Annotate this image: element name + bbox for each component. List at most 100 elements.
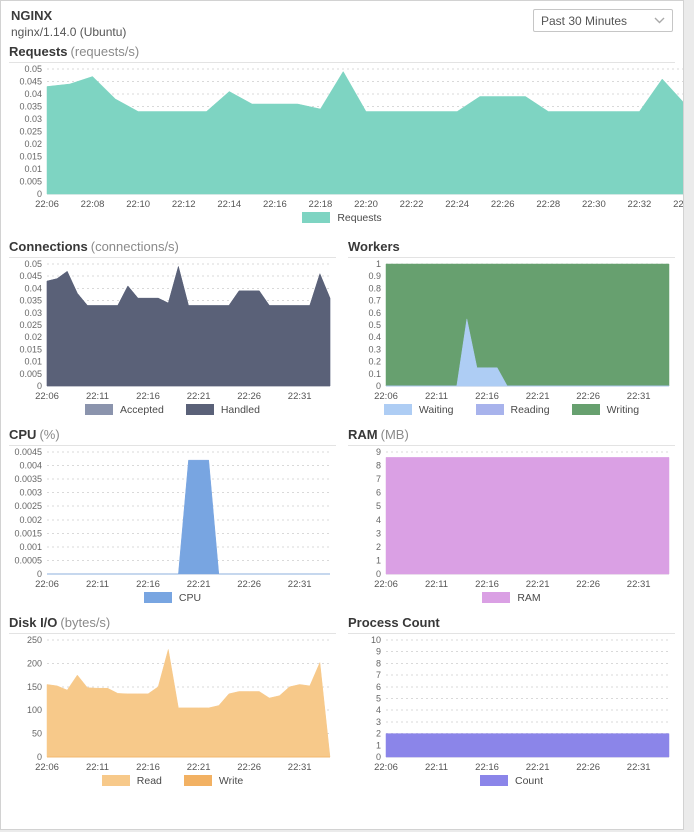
- svg-text:0.0045: 0.0045: [14, 447, 42, 457]
- svg-text:22:16: 22:16: [136, 391, 160, 402]
- svg-text:2: 2: [376, 728, 381, 738]
- svg-text:6: 6: [376, 488, 381, 498]
- svg-text:0.05: 0.05: [24, 259, 42, 269]
- svg-text:0.015: 0.015: [19, 344, 42, 354]
- svg-text:0.045: 0.045: [19, 76, 42, 86]
- series-ram: [385, 457, 670, 575]
- connections-chart: Connections (connections/s) 0.05 0.045 0.04 0…: [9, 237, 336, 416]
- svg-text:0.02: 0.02: [24, 139, 42, 149]
- svg-text:10: 10: [371, 635, 381, 645]
- svg-text:1: 1: [376, 259, 381, 269]
- svg-text:0.9: 0.9: [368, 271, 381, 281]
- svg-text:6: 6: [376, 682, 381, 692]
- svg-text:7: 7: [376, 474, 381, 484]
- svg-text:0.0025: 0.0025: [14, 501, 42, 511]
- svg-text:0.02: 0.02: [24, 332, 42, 342]
- svg-text:4: 4: [376, 515, 381, 525]
- svg-text:22:16: 22:16: [475, 391, 499, 402]
- svg-text:9: 9: [376, 447, 381, 457]
- legend-count: Count: [479, 775, 543, 787]
- svg-text:22:06: 22:06: [374, 391, 398, 402]
- svg-text:22:31: 22:31: [627, 762, 651, 773]
- chart-unit-text: (MB): [380, 426, 409, 442]
- svg-text:22:21: 22:21: [526, 579, 550, 590]
- header-titles: NGINX nginx/1.14.0 (Ubuntu): [11, 8, 126, 39]
- svg-text:22:06: 22:06: [374, 762, 398, 773]
- chart-title: RAM (MB): [348, 425, 675, 446]
- svg-text:22:16: 22:16: [475, 579, 499, 590]
- cpu-chart: CPU (%) 0.0045 0.004 0.0035 0.003 0.0025 0.002 0…: [9, 425, 336, 604]
- legend-swatch: [183, 775, 212, 787]
- chart-title-text: Disk I/O: [9, 614, 58, 630]
- svg-text:22:21: 22:21: [187, 579, 211, 590]
- legend-accepted: Accepted: [85, 404, 164, 416]
- svg-text:0.03: 0.03: [24, 114, 42, 124]
- legend-label: Writing: [606, 403, 640, 416]
- legend-ram: RAM: [482, 592, 541, 604]
- svg-text:22:26: 22:26: [576, 391, 600, 402]
- legend-waiting: Waiting: [383, 403, 454, 416]
- svg-text:22:26: 22:26: [237, 762, 261, 773]
- chart-title-text: Workers: [348, 238, 400, 254]
- legend-label: Waiting: [418, 403, 454, 416]
- svg-text:50: 50: [32, 728, 42, 738]
- svg-text:22:31: 22:31: [627, 391, 651, 402]
- svg-text:22:26: 22:26: [237, 579, 261, 590]
- svg-text:0.035: 0.035: [19, 295, 42, 305]
- svg-text:0.01: 0.01: [24, 356, 42, 366]
- svg-text:22:06: 22:06: [35, 199, 59, 210]
- chart-legend: RAM: [348, 592, 675, 604]
- svg-text:0.0005: 0.0005: [14, 555, 42, 565]
- chart-legend: Count: [348, 775, 675, 787]
- svg-text:22:18: 22:18: [309, 199, 333, 210]
- svg-text:22:16: 22:16: [136, 762, 160, 773]
- requests-chart: Requests (requests/s) 0.05 0.045 0.04 0.035 0.…: [1, 42, 683, 224]
- chart-title: Requests (requests/s): [9, 42, 675, 63]
- svg-text:0.015: 0.015: [19, 151, 42, 161]
- svg-text:0: 0: [37, 189, 42, 199]
- svg-text:22:10: 22:10: [126, 199, 150, 210]
- legend-requests: Requests: [302, 212, 382, 224]
- svg-text:5: 5: [376, 501, 381, 511]
- svg-text:0: 0: [376, 752, 381, 762]
- svg-text:0.035: 0.035: [19, 101, 42, 111]
- svg-text:0.003: 0.003: [19, 488, 42, 498]
- svg-text:22:24: 22:24: [445, 199, 469, 210]
- svg-text:22:20: 22:20: [354, 199, 378, 210]
- series-waiting: [386, 318, 669, 387]
- svg-text:0.005: 0.005: [19, 369, 42, 379]
- chart-title-text: CPU: [9, 426, 37, 442]
- svg-text:22:06: 22:06: [374, 579, 398, 590]
- legend-swatch: [475, 404, 504, 416]
- chart-title-text: Process Count: [348, 614, 440, 630]
- legend-label: Write: [218, 774, 244, 787]
- legend-swatch: [185, 404, 214, 416]
- svg-text:0.0015: 0.0015: [14, 528, 42, 538]
- chart-title: Process Count: [348, 613, 675, 634]
- chart-title: Connections (connections/s): [9, 237, 336, 258]
- legend-swatch: [571, 404, 600, 416]
- svg-text:3: 3: [376, 528, 381, 538]
- svg-text:0.05: 0.05: [24, 64, 42, 74]
- svg-text:7: 7: [376, 670, 381, 680]
- svg-text:8: 8: [376, 658, 381, 668]
- svg-text:22:11: 22:11: [425, 391, 448, 402]
- svg-text:22:26: 22:26: [576, 762, 600, 773]
- svg-text:22:30: 22:30: [582, 199, 606, 210]
- svg-text:3: 3: [376, 717, 381, 727]
- svg-text:0.0035: 0.0035: [14, 474, 42, 484]
- svg-text:150: 150: [27, 682, 42, 692]
- svg-text:0.04: 0.04: [24, 283, 42, 293]
- svg-text:0.045: 0.045: [19, 271, 42, 281]
- svg-text:22:26: 22:26: [576, 579, 600, 590]
- svg-text:0.01: 0.01: [24, 164, 42, 174]
- svg-text:0.3: 0.3: [368, 344, 381, 354]
- time-range-select[interactable]: Past 30 Minutes: [533, 9, 673, 32]
- svg-text:1: 1: [376, 555, 381, 565]
- svg-text:22:26: 22:26: [491, 199, 515, 210]
- workers-chart: Workers 1 0.9 0.8 0.7 0.6 0.5 0.4 0.3 0.2 0.1 0 22:0…: [348, 237, 675, 416]
- series-count: [385, 733, 670, 758]
- chart-title-text: Connections: [9, 238, 88, 254]
- svg-text:22:22: 22:22: [400, 199, 424, 210]
